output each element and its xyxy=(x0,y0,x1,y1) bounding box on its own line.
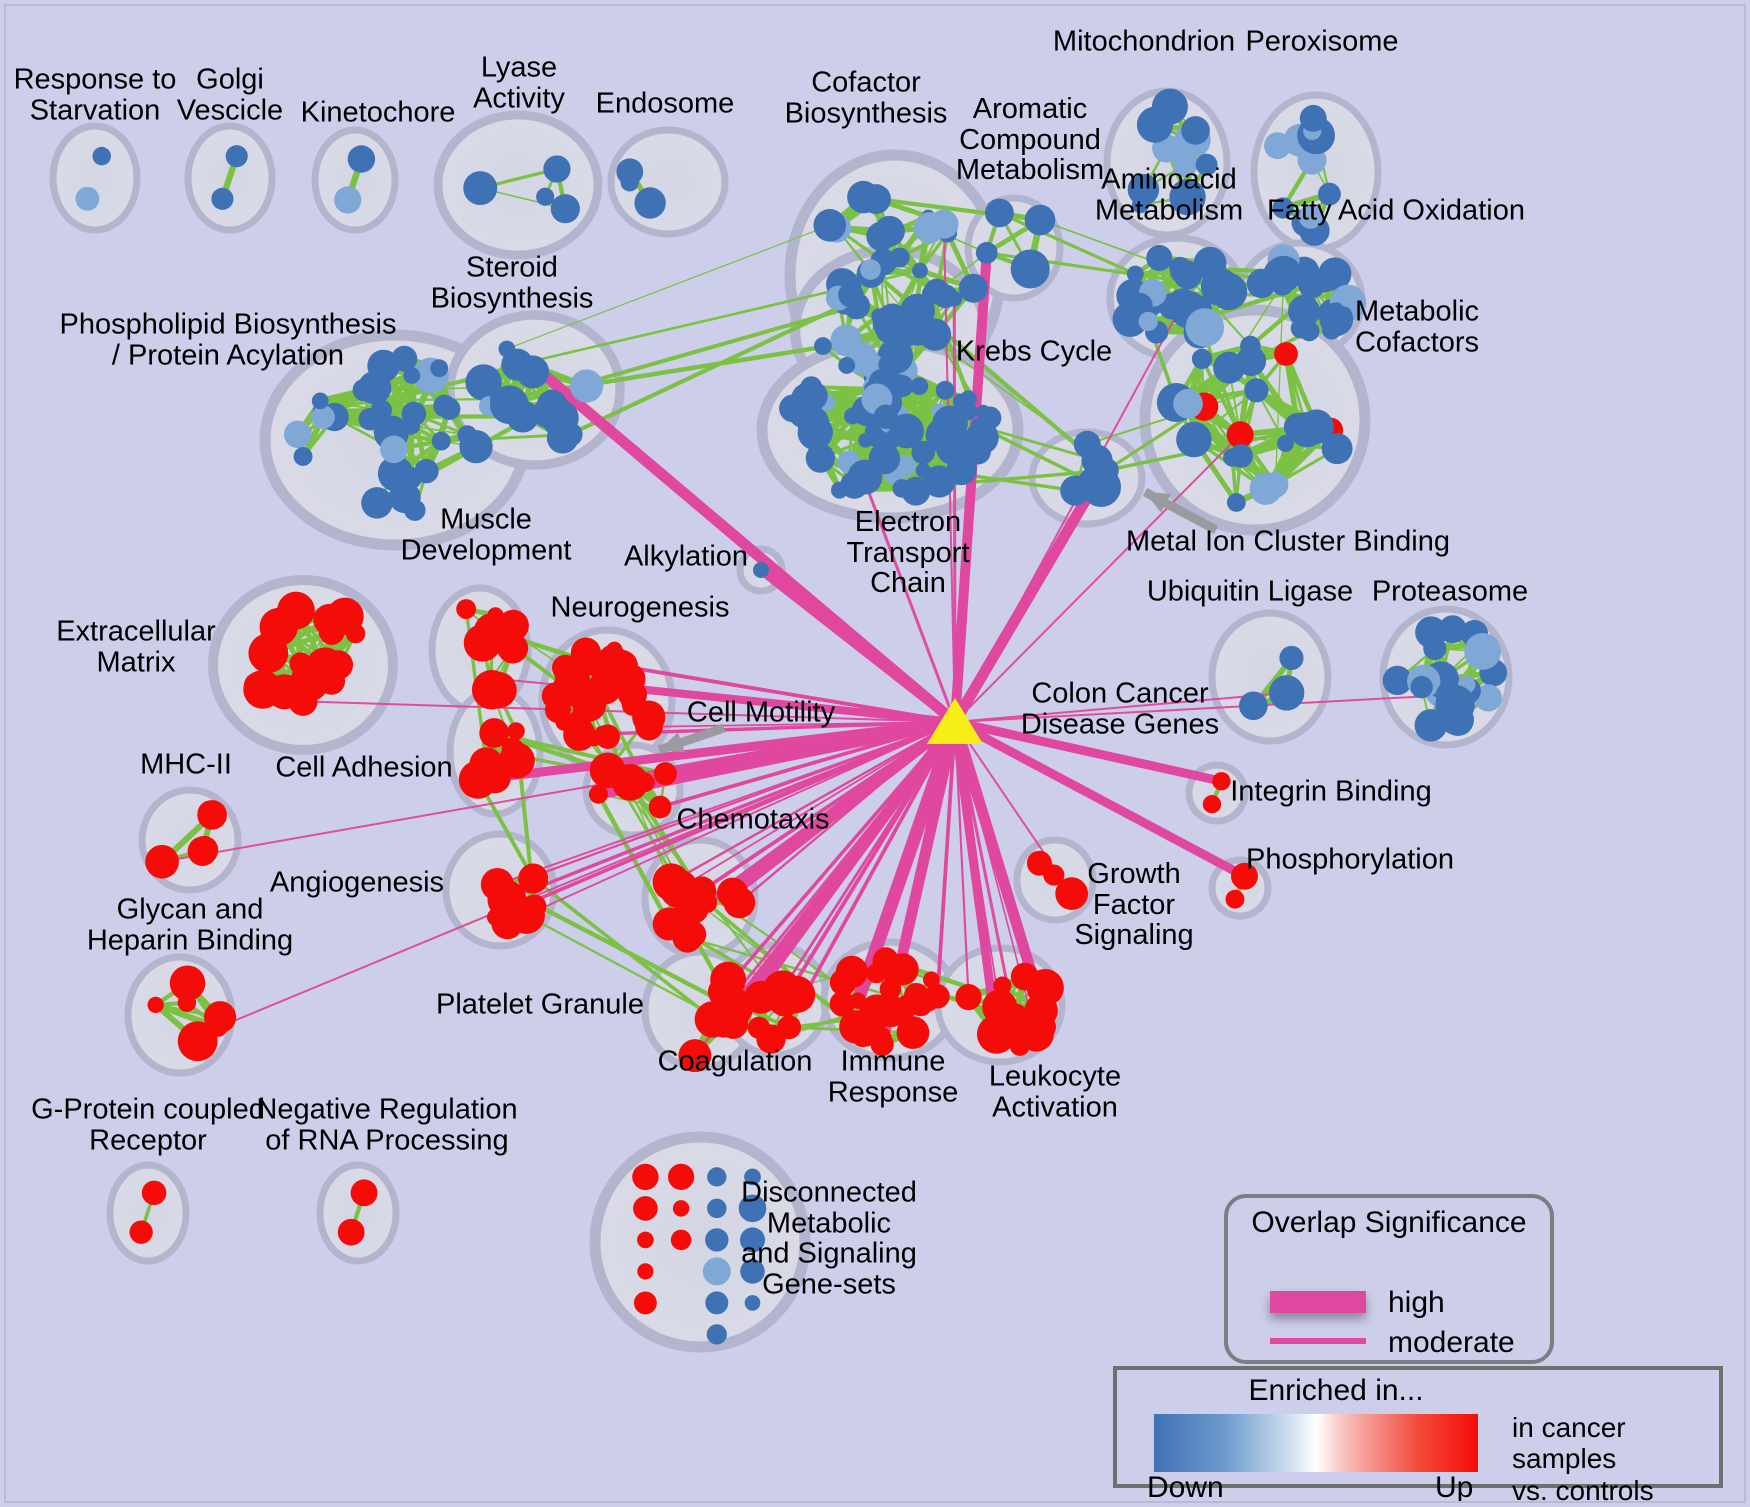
high-significance-swatch xyxy=(1270,1291,1366,1313)
enrichment-up-label: Up xyxy=(1435,1471,1474,1504)
enrichment-legend: Enriched in... Down Up in cancer samples… xyxy=(1113,1366,1723,1506)
overlap-significance-legend: Overlap Significance high moderate xyxy=(1224,1194,1554,1364)
enrichment-colorbar xyxy=(1154,1414,1478,1472)
enrichment-context-label: in cancer samples vs. controls xyxy=(1512,1412,1654,1506)
overlap-legend-title: Overlap Significance xyxy=(1251,1206,1527,1239)
moderate-significance-label: moderate xyxy=(1388,1326,1515,1359)
high-significance-label: high xyxy=(1388,1286,1445,1319)
moderate-significance-swatch xyxy=(1270,1338,1366,1344)
enrichment-legend-title: Enriched in... xyxy=(1248,1374,1424,1407)
enrichment-down-label: Down xyxy=(1147,1471,1224,1504)
